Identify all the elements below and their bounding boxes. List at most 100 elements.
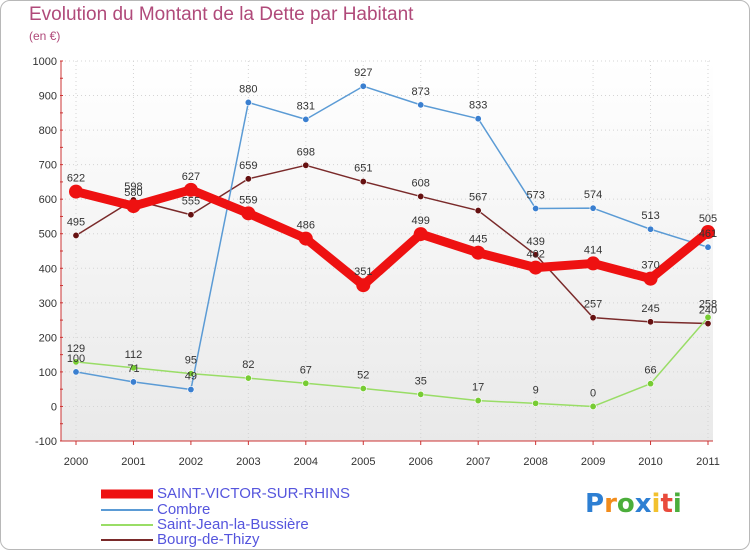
data-label: 351 (354, 266, 372, 278)
y-tick-label: 800 (39, 125, 57, 137)
data-label: 559 (239, 194, 257, 206)
data-label: 698 (297, 146, 315, 158)
x-tick-label: 2006 (408, 456, 432, 468)
data-point (532, 251, 540, 259)
data-point (647, 318, 655, 326)
data-label: 505 (699, 213, 717, 225)
x-tick-label: 2000 (64, 456, 88, 468)
data-label: 258 (699, 298, 717, 310)
data-label: 100 (67, 353, 85, 365)
data-label: 873 (412, 86, 430, 98)
data-label: 129 (67, 343, 85, 355)
legend-item: Combre (101, 501, 361, 518)
y-tick-label: 600 (39, 194, 57, 206)
data-label: 35 (415, 375, 427, 387)
y-tick-label: -100 (35, 436, 57, 448)
data-point (647, 380, 655, 388)
data-point (532, 205, 540, 213)
plot-area (61, 61, 713, 441)
legend-swatch (101, 524, 153, 526)
data-label: 370 (641, 260, 659, 272)
legend-swatch (101, 509, 153, 511)
data-point (474, 207, 482, 215)
y-tick-label: 300 (39, 298, 57, 310)
legend-label: Combre (157, 501, 211, 518)
data-label: 461 (699, 228, 717, 240)
data-point (298, 231, 313, 246)
data-point (417, 192, 425, 200)
data-point (647, 225, 655, 233)
x-tick-label: 2010 (638, 456, 662, 468)
legend-item: Bourg-de-Thizy (101, 531, 361, 548)
data-point (471, 245, 486, 260)
data-point (72, 358, 80, 366)
legend-label: Bourg-de-Thizy (157, 531, 260, 548)
y-tick-label: 1000 (33, 56, 57, 68)
legend-item: Saint-Jean-la-Bussière (101, 516, 361, 533)
data-label: 257 (584, 299, 602, 311)
series-line-bourg-de-thizy (75, 164, 709, 325)
data-label: 52 (357, 369, 369, 381)
data-label: 831 (297, 100, 315, 112)
data-label: 555 (182, 196, 200, 208)
data-point (302, 115, 310, 123)
data-label: 651 (354, 163, 372, 175)
data-label: 414 (584, 244, 602, 256)
data-point (474, 115, 482, 123)
logo-letter: i (672, 489, 682, 519)
y-tick-label: 900 (39, 91, 57, 103)
x-tick-label: 2003 (236, 456, 260, 468)
data-label: 82 (242, 359, 254, 371)
data-label: 927 (354, 67, 372, 79)
legend-label: SAINT-VICTOR-SUR-RHINS (157, 485, 351, 502)
legend-swatch (101, 489, 153, 499)
data-label: 445 (469, 234, 487, 246)
data-label: 580 (124, 187, 142, 199)
logo-letter: P (585, 489, 605, 519)
data-point (69, 184, 83, 199)
data-point (359, 384, 367, 392)
data-label: 880 (239, 83, 257, 95)
chart-title: Evolution du Montant de la Dette par Hab… (29, 4, 414, 25)
data-point (532, 399, 540, 407)
y-tick-label: 200 (39, 332, 57, 344)
y-tick-label: 700 (39, 160, 57, 172)
data-point (643, 271, 658, 286)
data-point (302, 379, 310, 387)
series-line-combre (75, 85, 709, 391)
data-label: 608 (412, 177, 430, 189)
data-label: 627 (182, 171, 200, 183)
data-point (126, 199, 141, 214)
x-tick-label: 2001 (121, 456, 145, 468)
data-label: 622 (67, 173, 85, 185)
legend-swatch (101, 539, 153, 541)
data-point (244, 98, 252, 106)
data-label: 574 (584, 189, 602, 201)
x-tick-label: 2005 (351, 456, 375, 468)
data-point (589, 314, 597, 322)
logo-letter: x (634, 489, 652, 519)
y-tick-label: 100 (39, 367, 57, 379)
data-point (359, 178, 367, 186)
data-label: 439 (526, 236, 544, 248)
x-tick-label: 2011 (696, 456, 720, 468)
data-label: 66 (644, 365, 656, 377)
data-point (417, 390, 425, 398)
data-point (72, 231, 80, 239)
data-point (129, 364, 137, 372)
data-label: 112 (125, 349, 143, 361)
logo-letter: i (651, 489, 661, 519)
legend-item: SAINT-VICTOR-SUR-RHINS (101, 485, 361, 502)
data-label: 240 (699, 305, 717, 317)
data-point (187, 386, 195, 394)
data-label: 499 (412, 215, 430, 227)
y-tick-label: 400 (39, 263, 57, 275)
x-tick-label: 2009 (581, 456, 605, 468)
data-point (586, 256, 601, 271)
data-point (704, 320, 712, 328)
data-point (701, 225, 715, 239)
y-tick-label: 500 (39, 229, 57, 241)
data-point (244, 175, 252, 183)
data-point (528, 260, 543, 275)
